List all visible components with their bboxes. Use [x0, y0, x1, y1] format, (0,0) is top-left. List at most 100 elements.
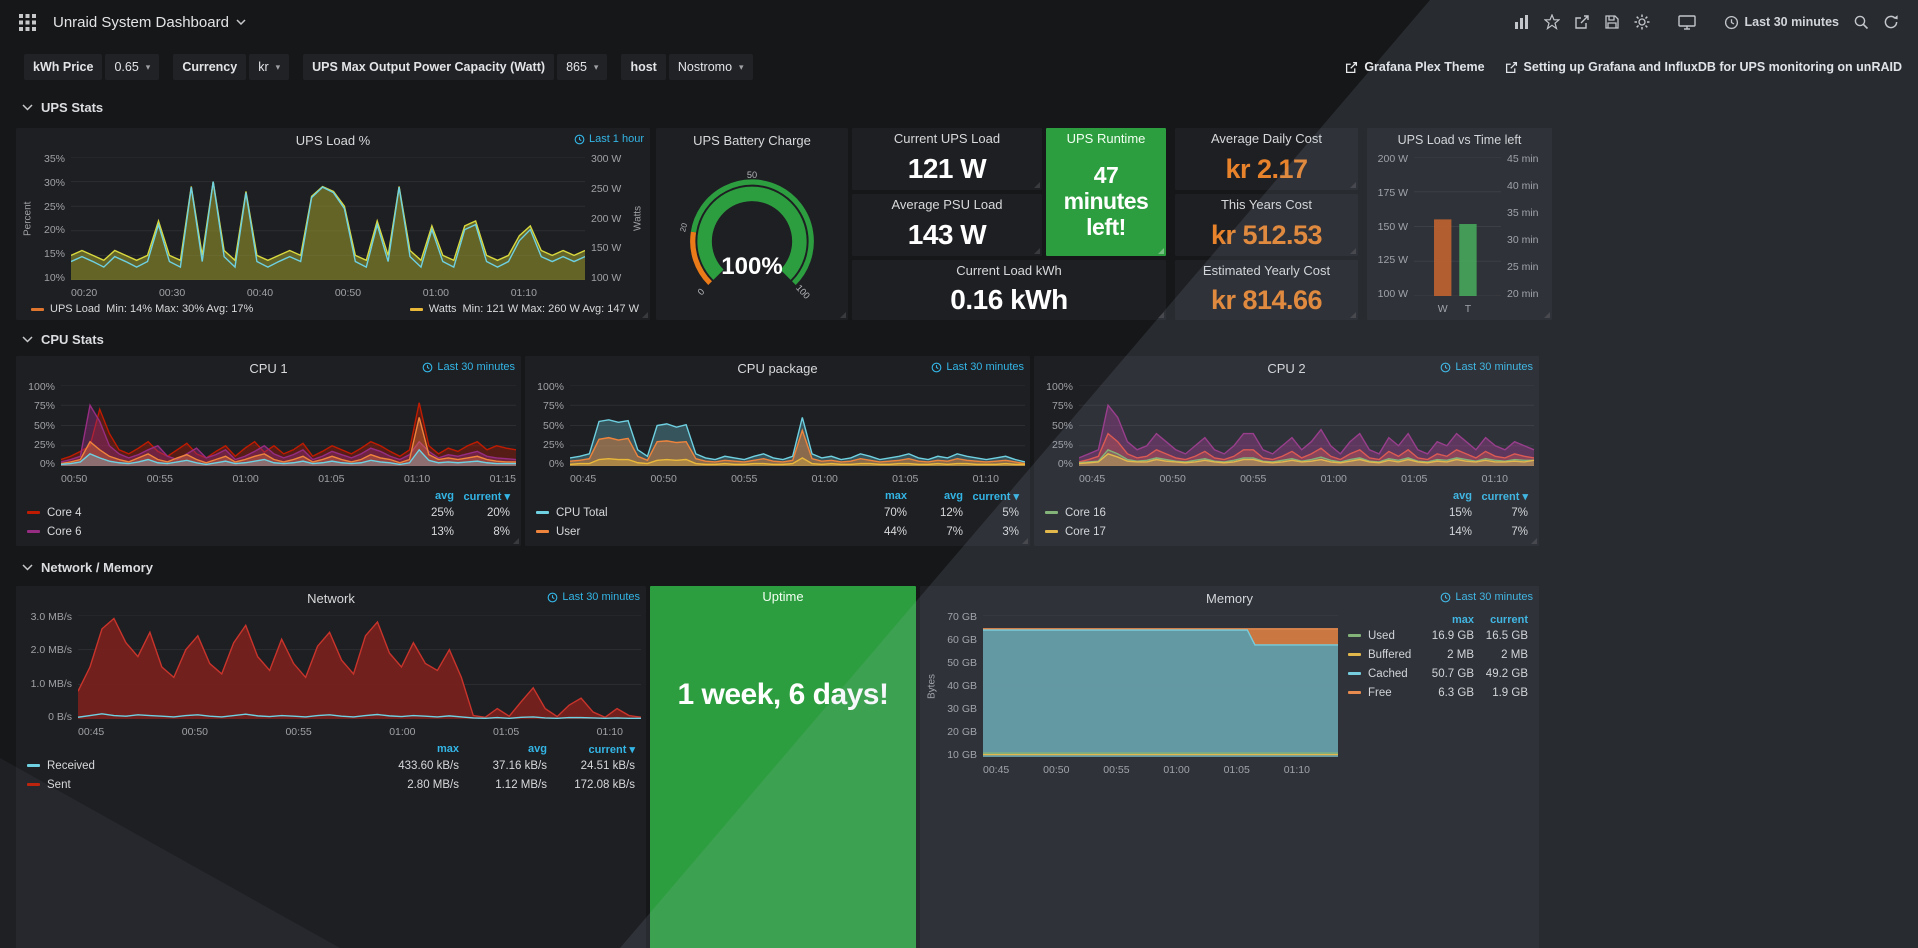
legend-row[interactable]: Received 433.60 kB/s 37.16 kB/s 24.51 kB/s — [27, 756, 635, 775]
section-ups-stats[interactable]: UPS Stats — [22, 100, 103, 115]
legend-column-header[interactable]: current ▾ — [972, 491, 1019, 503]
panel-title[interactable]: Memory — [1206, 590, 1253, 606]
legend-column-header[interactable]: current ▾ — [1481, 491, 1528, 503]
panel-title[interactable]: CPU 2 — [1267, 360, 1306, 376]
legend-row[interactable]: Sent 2.80 MB/s 1.12 MB/s 172.08 kB/s — [27, 775, 635, 794]
panel-time-badge[interactable]: Last 30 minutes — [1440, 361, 1533, 373]
legend-column-header[interactable]: avg — [1453, 490, 1472, 502]
y-tick-label: 100 W — [591, 272, 622, 284]
panel-title[interactable]: CPU package — [737, 360, 818, 376]
legend-item[interactable]: UPS Load Min: 14% Max: 30% Avg: 17% — [31, 303, 253, 315]
y-axis: 100% 75% 50% 25% 0% — [530, 380, 570, 471]
svg-text:0: 0 — [696, 287, 707, 298]
panel-title[interactable]: Average PSU Load — [891, 196, 1003, 212]
save-button[interactable] — [1599, 10, 1625, 34]
y-tick-label: 25% — [43, 200, 65, 213]
graph-area[interactable] — [570, 380, 1025, 471]
legend-column-header[interactable]: current ▾ — [588, 744, 635, 756]
legend-column-header[interactable]: avg — [944, 490, 963, 502]
variable-kwh-price: kWh Price 0.65 ▾ — [24, 54, 160, 80]
legend-row[interactable]: Core 6 13% 8% — [27, 522, 510, 541]
variable-value-dropdown[interactable]: Nostromo ▾ — [668, 54, 753, 80]
x-tick-label: 00:55 — [146, 473, 174, 485]
legend-row[interactable]: Core 16 15% 7% — [1045, 503, 1528, 522]
panel-time-badge[interactable]: Last 1 hour — [574, 133, 644, 145]
legend-column-header[interactable]: avg — [528, 743, 547, 755]
panel-time-badge[interactable]: Last 30 minutes — [547, 591, 640, 603]
share-button[interactable] — [1569, 10, 1595, 34]
variable-label: host — [621, 54, 666, 80]
time-range-label: Last 30 minutes — [1744, 15, 1839, 29]
legend-row[interactable]: Core 17 14% 7% — [1045, 522, 1528, 541]
bar-graph-area[interactable] — [1414, 152, 1501, 301]
panel-title[interactable]: Current Load kWh — [956, 262, 1062, 278]
panel-title[interactable]: UPS Load % — [295, 132, 371, 148]
legend-row[interactable]: User 44% 7% 3% — [536, 522, 1019, 541]
x-tick-label: 01:00 — [1320, 473, 1347, 485]
graph-area[interactable] — [71, 152, 585, 285]
panel-title[interactable]: Current UPS Load — [893, 130, 1001, 146]
variable-value-dropdown[interactable]: 0.65 ▾ — [105, 54, 160, 80]
panel-title[interactable]: Uptime — [762, 588, 804, 604]
panel-title[interactable]: UPS Battery Charge — [693, 132, 811, 148]
graph-area[interactable] — [61, 380, 516, 471]
zoom-out-button[interactable] — [1848, 10, 1874, 34]
panel-title[interactable]: UPS Load vs Time left — [1397, 133, 1522, 147]
y-tick-label: 20 GB — [947, 726, 977, 738]
panel-time-badge[interactable]: Last 30 minutes — [1440, 591, 1533, 603]
legend-item[interactable]: Watts Min: 121 W Max: 260 W Avg: 147 W — [409, 303, 639, 315]
legend-row[interactable]: Core 4 25% 20% — [27, 503, 510, 522]
legend-row[interactable]: Used 16.9 GB 16.5 GB — [1348, 626, 1528, 645]
legend-column-header[interactable]: max — [884, 490, 907, 502]
y-axis: 100% 75% 50% 25% 0% — [1039, 380, 1079, 471]
legend-column-header[interactable]: max — [436, 743, 459, 755]
section-network-memory[interactable]: Network / Memory — [22, 560, 153, 575]
variable-value-dropdown[interactable]: 865 ▾ — [557, 54, 608, 80]
dashboard-grid-button[interactable] — [14, 10, 41, 35]
panel-ups-runtime: UPS Runtime 47 minutes left! — [1046, 128, 1166, 256]
legend-value: 7% — [946, 525, 963, 538]
panel-title[interactable]: This Years Cost — [1220, 196, 1313, 212]
y-tick-label: 50% — [542, 419, 564, 432]
legend-row[interactable]: Buffered 2 MB 2 MB — [1348, 645, 1528, 664]
legend-column-header[interactable]: avg — [435, 490, 454, 502]
favorite-button[interactable] — [1539, 10, 1565, 34]
stat-value: 1 week, 6 days! — [677, 678, 889, 711]
external-link-icon — [1346, 61, 1358, 73]
legend-row[interactable]: CPU Total 70% 12% 5% — [536, 503, 1019, 522]
variable-value-dropdown[interactable]: kr ▾ — [249, 54, 290, 80]
tv-mode-button[interactable] — [1673, 10, 1701, 34]
refresh-button[interactable] — [1878, 10, 1904, 34]
graph-area[interactable] — [983, 610, 1338, 762]
dashboard-title[interactable]: Unraid System Dashboard — [53, 14, 246, 31]
graph-area[interactable] — [78, 610, 641, 724]
add-panel-button[interactable] — [1509, 10, 1535, 34]
time-range-button[interactable]: Last 30 minutes — [1719, 11, 1844, 34]
link-grafana-plex-theme[interactable]: Grafana Plex Theme — [1345, 60, 1485, 74]
legend-column-header[interactable]: current ▾ — [463, 491, 510, 503]
y-tick-label: 125 W — [1377, 254, 1408, 267]
external-link-icon — [1505, 61, 1517, 73]
section-cpu-stats[interactable]: CPU Stats — [22, 332, 104, 347]
legend-column-header[interactable]: current — [1490, 614, 1528, 626]
panel-title[interactable]: Estimated Yearly Cost — [1202, 262, 1331, 278]
panel-title[interactable]: Network — [307, 590, 355, 606]
refresh-icon — [1884, 15, 1898, 29]
stat-value: 121 W — [907, 153, 987, 184]
panel-title[interactable]: UPS Runtime — [1066, 130, 1146, 146]
y-axis: 70 GB 60 GB 50 GB 40 GB 30 GB 20 GB 10 GB — [939, 610, 983, 762]
legend-row[interactable]: Cached 50.7 GB 49.2 GB — [1348, 664, 1528, 683]
panel-estimated-yearly-cost: Estimated Yearly Cost kr 814.66 — [1175, 260, 1358, 320]
legend-row[interactable]: Free 6.3 GB 1.9 GB — [1348, 683, 1528, 702]
settings-button[interactable] — [1629, 10, 1655, 34]
panel-time-badge[interactable]: Last 30 minutes — [422, 361, 515, 373]
link-grafana-influxdb-guide[interactable]: Setting up Grafana and InfluxDB for UPS … — [1505, 60, 1902, 74]
panel-title[interactable]: Average Daily Cost — [1210, 130, 1323, 146]
legend-column-header[interactable]: max — [1451, 614, 1474, 626]
series-name: Watts — [428, 303, 457, 315]
y-tick-label: 10 GB — [947, 749, 977, 761]
subnav: kWh Price 0.65 ▾ Currency kr ▾ UPS Max Out… — [0, 44, 1918, 90]
graph-area[interactable] — [1079, 380, 1534, 471]
panel-time-badge[interactable]: Last 30 minutes — [931, 361, 1024, 373]
panel-title[interactable]: CPU 1 — [249, 360, 288, 376]
